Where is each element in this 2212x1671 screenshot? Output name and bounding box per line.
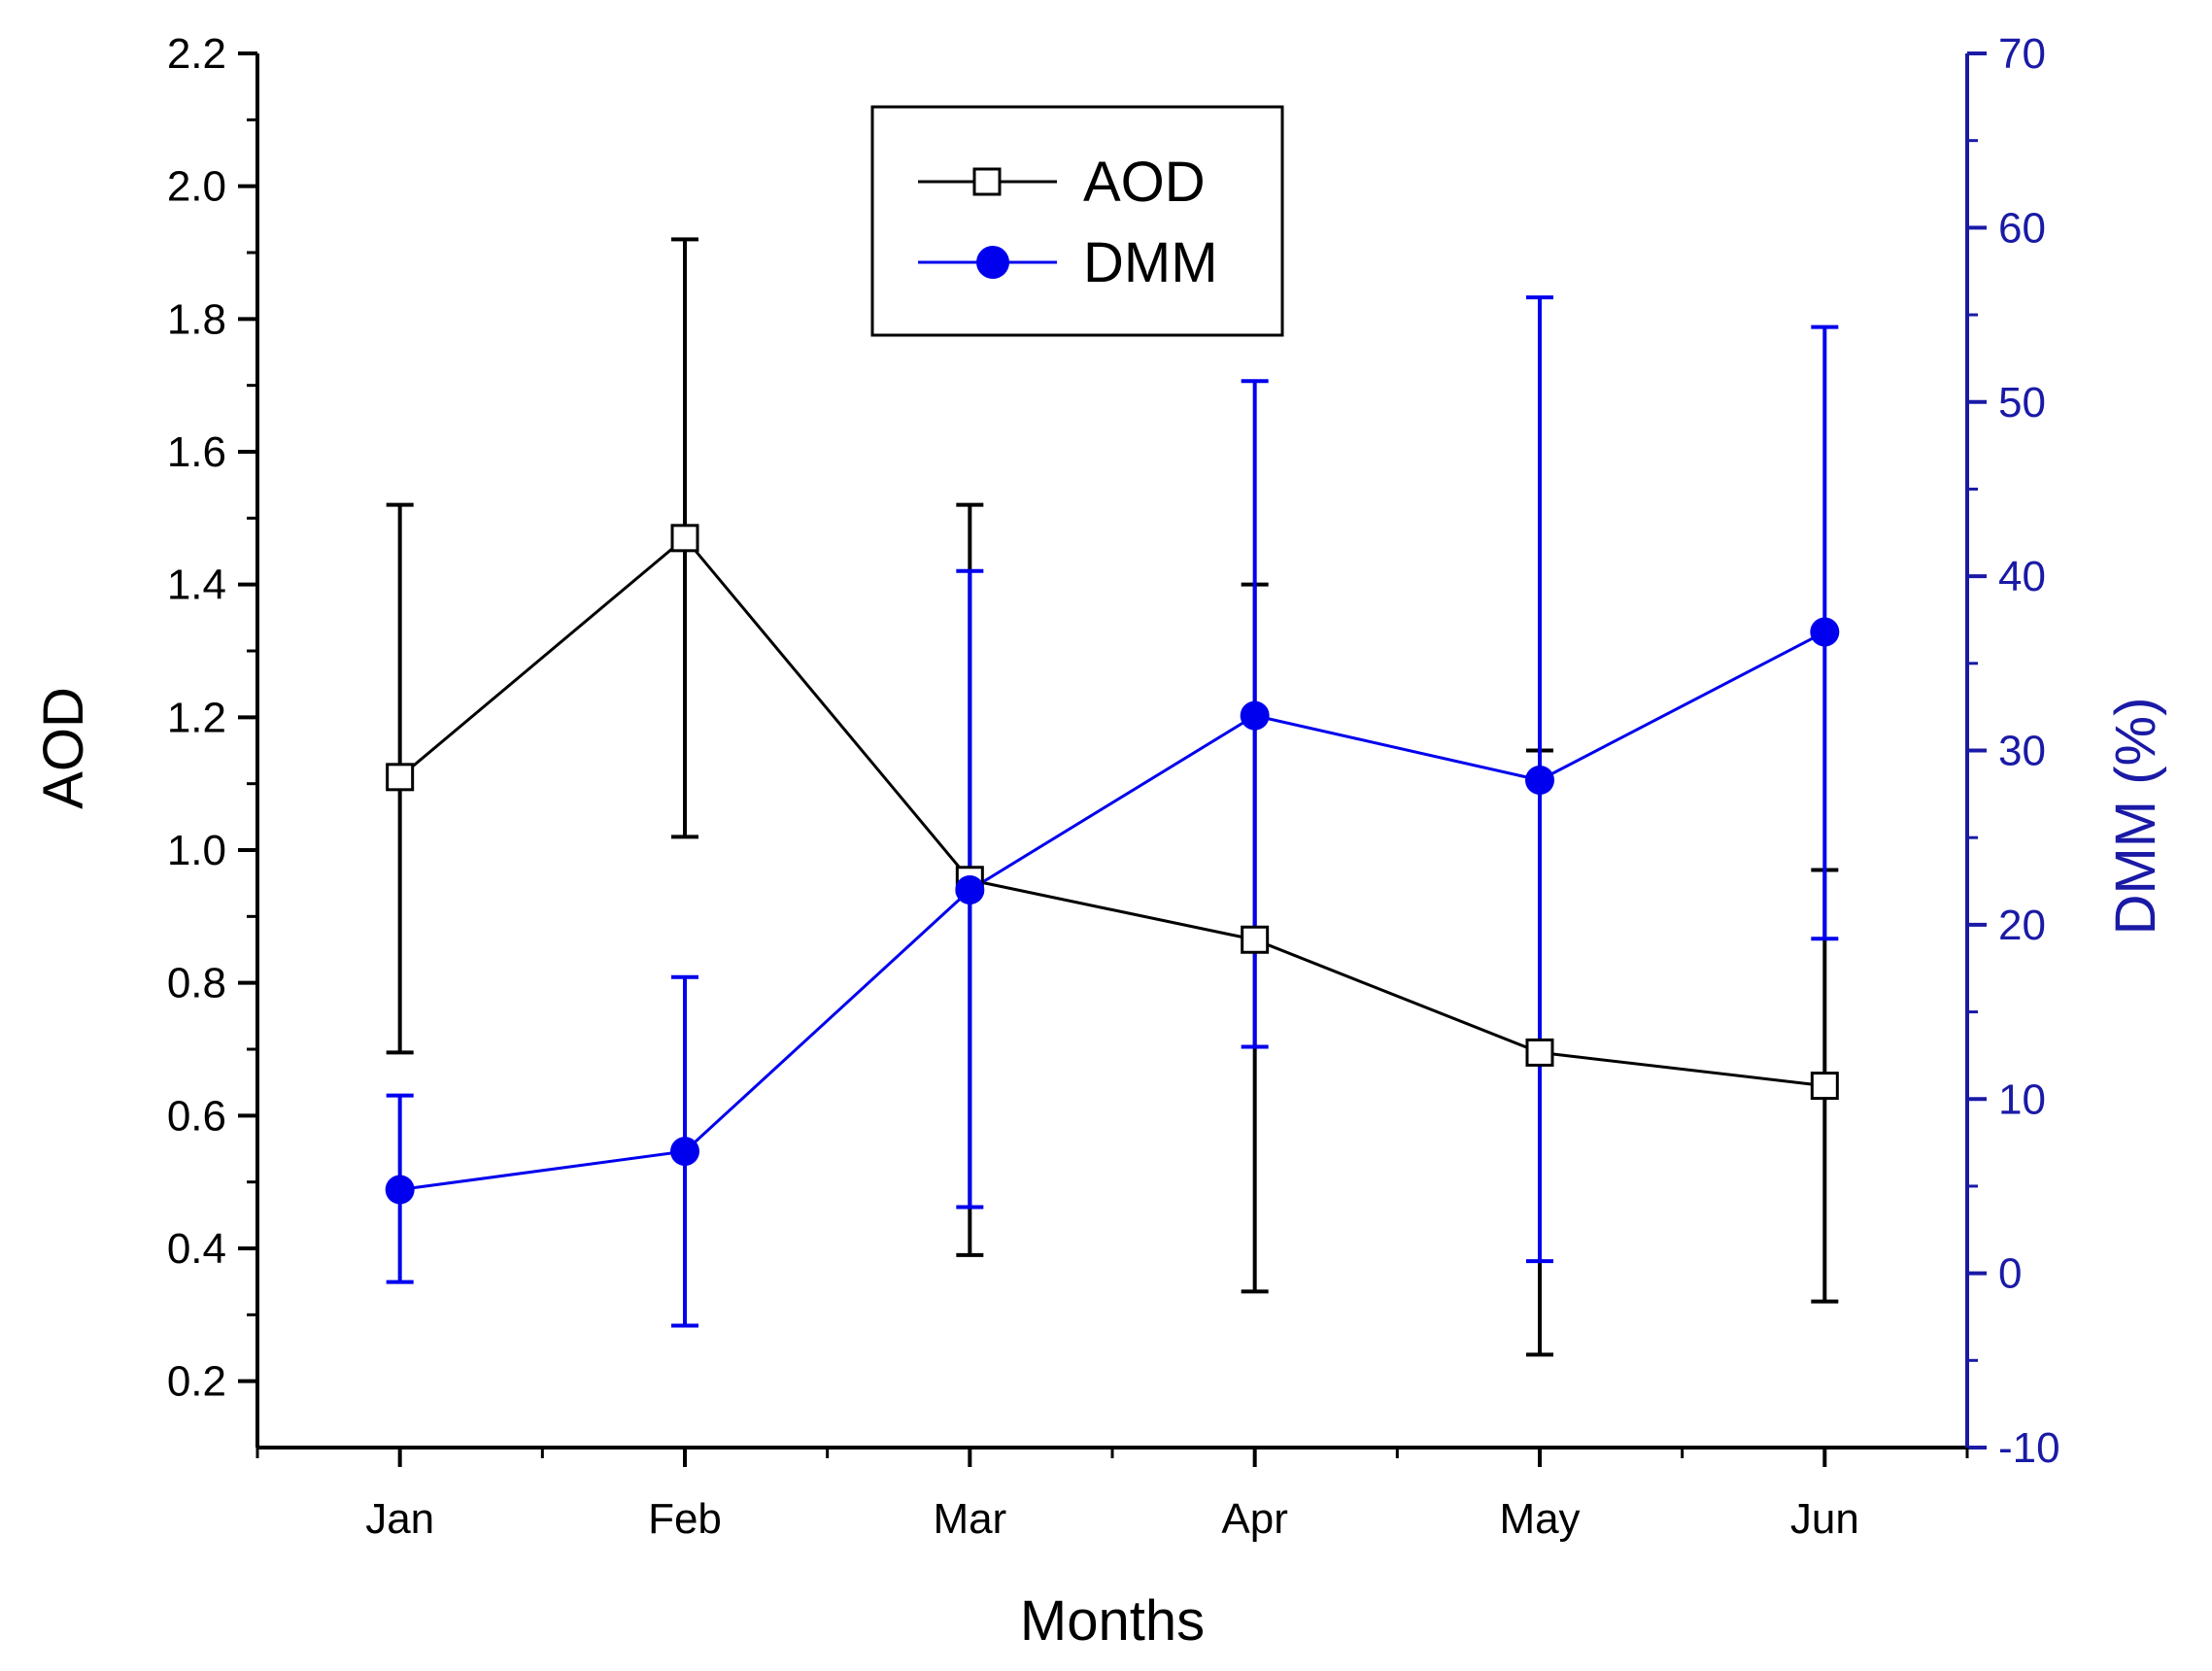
x-axis-title: Months: [1020, 1589, 1205, 1653]
y-left-tick-label: 0.6: [167, 1092, 226, 1140]
y-left-tick-label: 1.8: [167, 295, 226, 343]
y-right-tick-label: 10: [1998, 1075, 2046, 1123]
y-left-axis-title: AOD: [32, 687, 95, 809]
y-right-tick-label: -10: [1998, 1424, 2060, 1472]
aod-point: [1810, 1072, 1839, 1101]
legend-aod-marker: [972, 167, 1002, 196]
series-lines: [398, 535, 1826, 1192]
dmm-point: [955, 875, 985, 904]
y-left-tick-label: 0.8: [167, 960, 226, 1007]
aod-point: [670, 524, 699, 553]
y-left-tick-label: 1.6: [167, 428, 226, 476]
y-right-tick-label: 20: [1998, 902, 2046, 949]
aod-point: [1241, 925, 1270, 954]
x-tick-label: Jan: [365, 1495, 434, 1543]
y-left-tick-label: 1.2: [167, 694, 226, 741]
legend-aod-label: AOD: [1083, 151, 1206, 214]
y-left-tick-label: 2.0: [167, 163, 226, 211]
axes: 0.2 0.4 0.6 0.8 1.0 1.2 1.4 1.6 1.8 2.0 2.2 -10 0 10 2…: [167, 30, 2060, 1543]
aod-point: [1525, 1038, 1554, 1067]
x-tick-label: Mar: [933, 1495, 1006, 1543]
y-left-tick-label: 0.4: [167, 1225, 226, 1273]
aod-point: [386, 763, 415, 792]
dmm-point: [385, 1175, 415, 1205]
y-left-tick-label: 1.4: [167, 562, 226, 609]
data-markers: [385, 524, 1840, 1205]
aod-series-line: [398, 535, 1825, 1088]
x-tick-label: Feb: [648, 1495, 722, 1543]
legend-box: [870, 105, 1284, 337]
y-right-tick-label: 0: [1998, 1250, 2022, 1298]
dmm-point: [670, 1137, 699, 1167]
dmm-point: [1810, 617, 1840, 647]
legend-dmm-marker: [976, 246, 1009, 279]
y-left-tick-label: 2.2: [167, 30, 226, 78]
dmm-series-line: [399, 631, 1826, 1192]
y-right-tick-label: 50: [1998, 379, 2046, 426]
x-tick-label: May: [1499, 1495, 1580, 1543]
x-tick-label: Jun: [1790, 1495, 1859, 1543]
y-right-tick-label: 30: [1998, 728, 2046, 775]
dmm-point: [1525, 765, 1554, 795]
legend: AOD DMM: [870, 105, 1284, 337]
y-right-tick-label: 70: [1998, 30, 2046, 78]
y-left-tick-label: 1.0: [167, 827, 226, 874]
y-right-tick-label: 60: [1998, 204, 2046, 252]
y-left-tick-label: 0.2: [167, 1358, 226, 1406]
y-right-axis-title: DMM (%): [2104, 698, 2167, 936]
x-tick-label: Apr: [1221, 1495, 1287, 1543]
legend-dmm-label: DMM: [1083, 231, 1218, 294]
y-right-tick-label: 40: [1998, 553, 2046, 600]
dmm-point: [1240, 700, 1270, 731]
